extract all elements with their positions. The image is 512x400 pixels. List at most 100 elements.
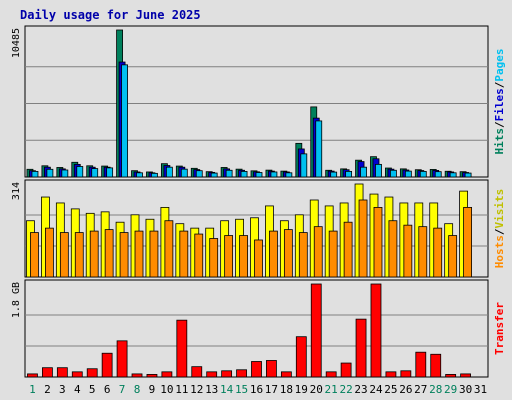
day-label-4: 4	[74, 383, 81, 396]
hits-bar-pages-day-18	[285, 172, 293, 178]
hits-bar-pages-day-24	[375, 163, 382, 178]
transfer-bar-transfer-day-9	[146, 374, 158, 378]
visits-bar-hosts-day-6	[104, 229, 114, 278]
hits-bar-pages-day-23	[360, 166, 367, 178]
day-label-27: 27	[414, 383, 427, 396]
hits-bar-pages-day-14	[225, 169, 233, 178]
hits-bar-pages-day-2	[46, 168, 54, 178]
transfer-bar-transfer-day-27	[415, 351, 427, 378]
transfer-bar-transfer-day-7	[116, 340, 128, 378]
hits-bar-pages-day-26	[404, 170, 412, 178]
day-label-19: 19	[295, 383, 308, 396]
hits-bar-pages-day-3	[61, 169, 69, 178]
chart-title: Daily usage for June 2025	[20, 8, 201, 22]
visits-bar-hosts-day-10	[164, 220, 174, 278]
visits-bar-hosts-day-8	[134, 230, 144, 278]
hits-bar-pages-day-22	[345, 170, 353, 178]
day-label-26: 26	[399, 383, 412, 396]
transfer-bar-transfer-day-5	[86, 368, 98, 378]
chart-panels: 10485Hits/Files/Pages314Hosts/Visits1.8 …	[11, 25, 506, 378]
visits-side-label-part: Hosts	[493, 235, 506, 268]
hits-bar-pages-day-30	[464, 172, 472, 178]
transfer-bar-transfer-day-25	[385, 371, 397, 378]
transfer-bar-transfer-day-24	[370, 283, 382, 378]
hits-side-label-part: Pages	[493, 49, 506, 82]
day-label-15: 15	[235, 383, 248, 396]
hits-bar-pages-day-5	[91, 168, 99, 178]
transfer-bar-transfer-day-8	[131, 373, 143, 378]
hits-bar-pages-day-16	[255, 172, 263, 178]
transfer-bar-transfer-day-4	[71, 371, 83, 378]
day-label-14: 14	[220, 383, 234, 396]
hits-bar-pages-day-25	[390, 169, 397, 178]
visits-bar-hosts-day-28	[433, 227, 443, 278]
day-label-17: 17	[265, 383, 278, 396]
hits-max-label: 10485	[11, 28, 22, 58]
day-label-8: 8	[134, 383, 141, 396]
day-label-3: 3	[59, 383, 66, 396]
day-label-2: 2	[44, 383, 51, 396]
hits-bar-pages-day-27	[419, 170, 427, 178]
transfer-bar-transfer-day-21	[325, 371, 337, 378]
visits-bar-hosts-day-25	[388, 220, 398, 278]
hits-bar-pages-day-12	[195, 170, 203, 178]
day-label-7: 7	[119, 383, 126, 396]
day-label-6: 6	[104, 383, 111, 396]
hits-bar-pages-day-4	[76, 166, 84, 178]
transfer-panel: 1.8 GB Transfer	[11, 279, 506, 378]
transfer-bar-transfer-day-26	[400, 370, 412, 378]
hits-bar-pages-day-21	[330, 171, 338, 178]
transfer-side-label: Transfer	[493, 302, 506, 355]
hits-side-label-part: /	[493, 121, 506, 128]
transfer-bar-transfer-day-18	[280, 371, 292, 378]
visits-bar-hosts-day-11	[179, 230, 189, 278]
hits-bar-pages-day-17	[270, 171, 278, 178]
visits-bar-hosts-day-7	[119, 232, 129, 278]
day-label-11: 11	[175, 383, 188, 396]
hits-side-label-part: Hits	[493, 128, 506, 155]
visits-bar-hosts-day-29	[448, 235, 458, 278]
hits-bar-pages-day-8	[136, 172, 143, 178]
visits-bar-hosts-day-18	[283, 229, 293, 278]
transfer-bar-transfer-day-23	[355, 318, 367, 378]
day-label-9: 9	[149, 383, 156, 396]
hits-bar-pages-day-10	[165, 166, 173, 178]
visits-bar-hosts-day-27	[418, 226, 428, 278]
day-axis: 1 2 3 4 5 6 7 8 9 10 11 12 13 14 15 16 17 18 19 20 21 22 23 24 2…	[29, 383, 487, 396]
transfer-bar-transfer-day-1	[27, 373, 38, 378]
visits-panel: 314 Hosts/Visits	[11, 179, 506, 278]
hits-frame	[24, 25, 489, 178]
transfer-bar-transfer-day-20	[310, 283, 322, 378]
visits-bar-hosts-day-22	[343, 221, 353, 278]
transfer-bar-transfer-day-19	[295, 336, 307, 378]
transfer-bar-transfer-day-16	[251, 361, 262, 378]
day-label-22: 22	[339, 383, 352, 396]
visits-bar-hosts-day-23	[358, 199, 368, 278]
visits-bar-hosts-day-2	[45, 227, 54, 278]
transfer-side-label-part: Transfer	[493, 302, 506, 355]
day-label-29: 29	[444, 383, 457, 396]
visits-bar-hosts-day-19	[298, 232, 308, 278]
hits-bar-pages-day-28	[434, 171, 442, 178]
day-label-18: 18	[280, 383, 293, 396]
visits-side-label-part: Visits	[493, 189, 506, 229]
visits-bar-hosts-day-3	[59, 232, 69, 278]
transfer-bar-transfer-day-11	[176, 319, 188, 378]
day-label-28: 28	[429, 383, 442, 396]
hits-side-label: Hits/Files/Pages	[493, 49, 506, 155]
hits-bar-pages-day-19	[300, 153, 308, 178]
day-label-10: 10	[160, 383, 173, 396]
hits-bar-pages-day-15	[240, 170, 248, 178]
visits-bar-hosts-day-5	[89, 230, 99, 278]
transfer-bar-transfer-day-29	[445, 374, 457, 378]
transfer-bar-transfer-day-17	[266, 360, 277, 378]
transfer-bar-transfer-day-2	[42, 367, 53, 378]
visits-bar-hosts-day-14	[224, 235, 234, 278]
day-label-31: 31	[474, 383, 487, 396]
hits-bar-pages-day-20	[315, 120, 323, 178]
hits-bar-pages-day-9	[151, 172, 158, 178]
visits-bar-hosts-day-1	[30, 232, 39, 278]
hits-bar-pages-day-6	[106, 167, 114, 178]
